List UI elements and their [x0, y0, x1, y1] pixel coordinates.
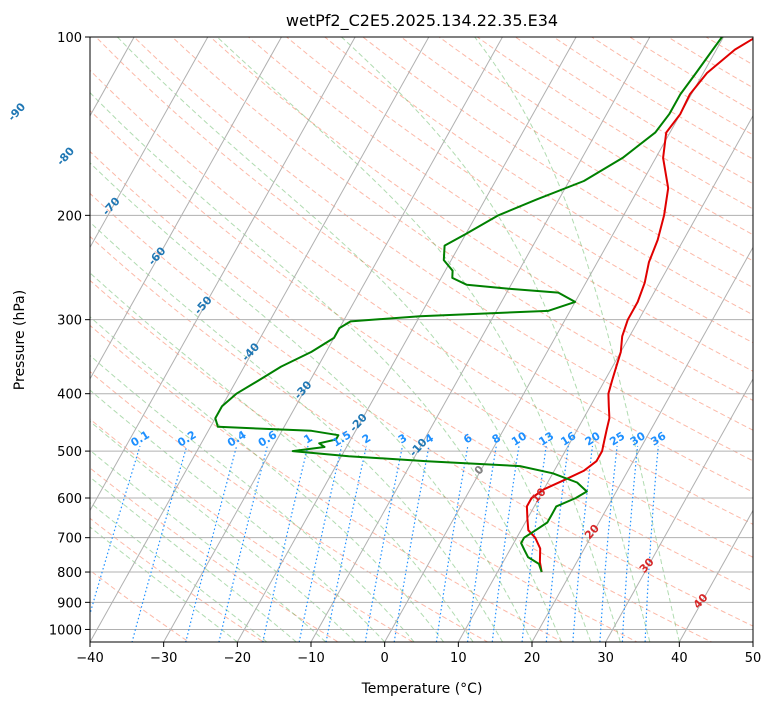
y-tick-label: 200 — [57, 209, 82, 224]
moist-adiabats — [90, 37, 680, 642]
moist-adiabat-line — [90, 501, 268, 642]
x-tick-label: 50 — [745, 651, 762, 666]
moist-adiabat-line — [90, 91, 562, 642]
dry-adiabat-line — [552, 37, 753, 160]
moist-adiabat-line — [90, 272, 474, 642]
mixing-ratio-line — [364, 445, 404, 642]
dry-adiabat-line — [95, 37, 753, 493]
y-axis-label: Pressure (hPa) — [12, 290, 28, 390]
mixing-ratio-line — [325, 445, 367, 642]
mixing-ratio-line — [393, 445, 430, 642]
mixing-ratio-line — [572, 445, 594, 642]
plot-frame — [89, 36, 754, 643]
dry-adiabat-line — [90, 192, 753, 627]
y-tick-label: 400 — [57, 388, 82, 403]
dry-adiabat-line — [90, 235, 713, 642]
y-tick-label: 1000 — [49, 623, 82, 638]
isotherm-line — [236, 37, 577, 642]
moist-adiabat-line — [90, 526, 238, 642]
isotherm-line — [605, 377, 753, 642]
moist-adiabat-line — [341, 37, 651, 642]
y-tick-label: 300 — [57, 314, 82, 329]
isotherm-line — [678, 509, 753, 642]
dry-adiabat-line — [590, 37, 753, 136]
x-tick-label: −20 — [224, 651, 251, 666]
plot-area — [90, 37, 753, 642]
isotherm-grid — [90, 37, 753, 642]
dry-adiabat-line — [323, 37, 753, 316]
dry-adiabat-line — [90, 467, 340, 642]
moist-adiabat-line — [90, 449, 327, 642]
mixing-ratio-line — [466, 445, 497, 642]
dewpoint-profile-line — [214, 37, 723, 573]
y-axis: 100 200 300 400 500 600 700 800 900 1000 — [49, 31, 90, 638]
isotherm-line — [90, 37, 356, 512]
isotherm-line — [531, 246, 753, 642]
mixing-ratio-line — [90, 445, 141, 616]
y-tick-label: 500 — [57, 445, 82, 460]
x-tick-label: −10 — [297, 651, 324, 666]
dry-adiabat-line — [90, 517, 265, 642]
dry-adiabat-line — [209, 37, 753, 401]
mixing-ratio-line — [521, 445, 547, 642]
isotherm-line — [90, 37, 282, 380]
series-lines — [214, 37, 753, 573]
dry-adiabat-line — [285, 37, 753, 344]
x-axis-label: Temperature (°C) — [361, 681, 483, 697]
mixing-ratio-line — [491, 445, 520, 642]
dry-adiabat-line — [171, 37, 753, 431]
chart-title: wetPf2_C2E5.2025.134.22.35.E34 — [286, 11, 558, 31]
moist-adiabat-line — [474, 37, 680, 642]
dry-adiabats — [90, 37, 753, 642]
temperature-profile-line — [525, 37, 753, 573]
moist-adiabat-line — [90, 389, 386, 642]
y-tick-label: 600 — [57, 492, 82, 507]
moist-adiabat-line — [216, 37, 621, 642]
moist-adiabat-line — [90, 221, 503, 642]
moist-adiabat-line — [90, 420, 356, 642]
isobar-grid — [90, 37, 753, 630]
dry-adiabat-line — [90, 279, 639, 642]
x-tick-label: 0 — [381, 651, 389, 666]
moist-adiabat-line — [117, 37, 592, 642]
mixing-ratio-line — [644, 445, 659, 642]
x-tick-label: −30 — [150, 651, 177, 666]
mixing-ratio-line — [621, 445, 639, 642]
x-tick-label: 30 — [597, 651, 614, 666]
y-tick-label: 900 — [57, 596, 82, 611]
mixing-ratio-line — [545, 445, 569, 642]
isotherm-line — [90, 37, 209, 249]
isotherm-line — [384, 37, 724, 642]
dry-adiabat-line — [133, 37, 753, 462]
x-tick-label: 20 — [524, 651, 541, 666]
dry-adiabat-line — [362, 37, 753, 289]
moist-adiabat-line — [90, 476, 297, 642]
mixing-ratio-lines — [90, 445, 659, 642]
isotherm-line — [90, 37, 430, 642]
moist-adiabat-line — [90, 162, 533, 642]
dry-adiabat-line — [400, 37, 753, 262]
isotherm-line — [310, 37, 651, 642]
dry-adiabat-line — [90, 150, 753, 592]
mixing-ratio-line — [298, 445, 343, 642]
y-tick-label: 100 — [57, 31, 82, 46]
mixing-ratio-line — [435, 445, 469, 642]
x-tick-label: −40 — [76, 651, 103, 666]
isotherm-line — [457, 114, 753, 642]
x-tick-label: 40 — [671, 651, 688, 666]
x-axis: −40 −30 −20 −10 0 10 20 30 40 50 — [76, 642, 761, 666]
y-tick-label: 700 — [57, 532, 82, 547]
dry-adiabat-line — [90, 109, 753, 558]
dry-adiabat-line — [90, 69, 753, 525]
y-tick-label: 800 — [57, 566, 82, 581]
x-tick-label: 10 — [450, 651, 467, 666]
mixing-ratio-line — [599, 445, 618, 642]
